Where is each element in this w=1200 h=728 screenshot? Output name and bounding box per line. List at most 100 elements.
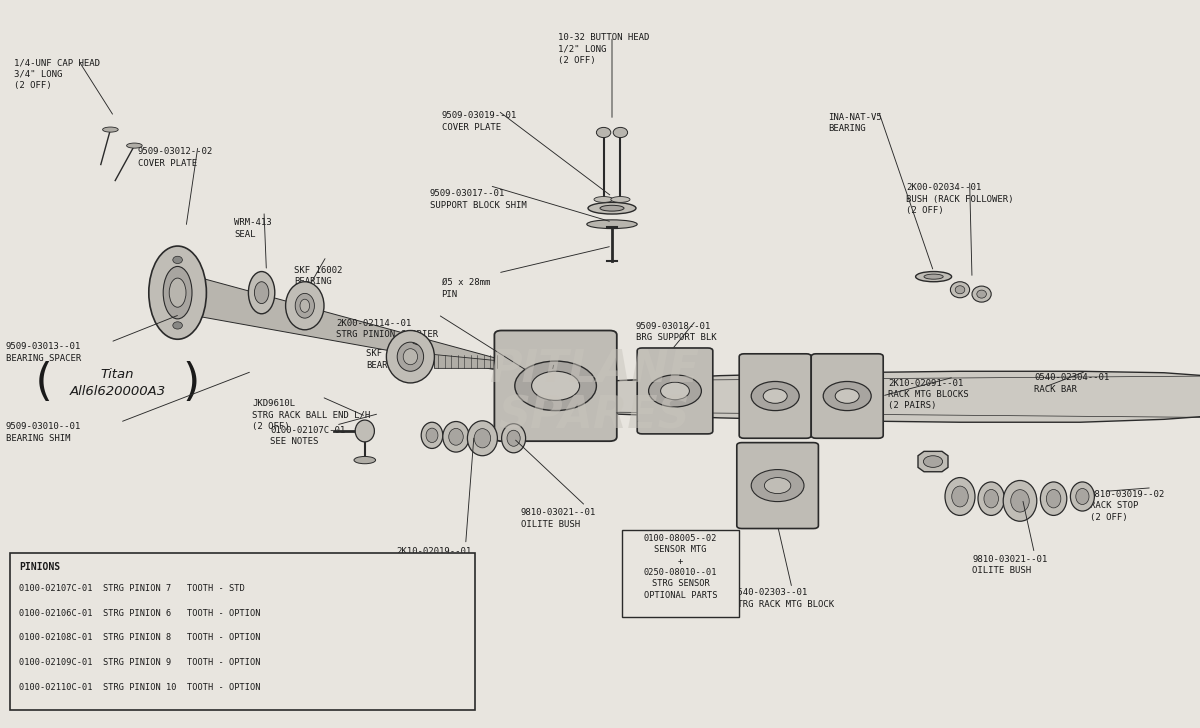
- Ellipse shape: [587, 220, 637, 229]
- Circle shape: [835, 389, 859, 403]
- Text: 9810-03021--01
OILITE BUSH: 9810-03021--01 OILITE BUSH: [521, 508, 596, 529]
- Ellipse shape: [594, 197, 613, 202]
- Ellipse shape: [600, 205, 624, 211]
- Circle shape: [661, 382, 690, 400]
- Text: 0540-02303--01
STRG RACK MTG BLOCK: 0540-02303--01 STRG RACK MTG BLOCK: [732, 588, 834, 609]
- Ellipse shape: [1076, 488, 1090, 505]
- Text: 0100-02106C-01  STRG PINION 6   TOOTH - OPTION: 0100-02106C-01 STRG PINION 6 TOOTH - OPT…: [19, 609, 260, 617]
- Text: SKF 16002
BEARING: SKF 16002 BEARING: [294, 266, 342, 286]
- Ellipse shape: [916, 272, 952, 282]
- Ellipse shape: [173, 256, 182, 264]
- Ellipse shape: [984, 489, 998, 508]
- Ellipse shape: [611, 197, 630, 202]
- Polygon shape: [434, 355, 502, 368]
- Ellipse shape: [950, 282, 970, 298]
- Ellipse shape: [127, 143, 143, 149]
- Text: 9810-03019--02
RACK STOP
(2 OFF): 9810-03019--02 RACK STOP (2 OFF): [1090, 490, 1165, 522]
- Ellipse shape: [295, 293, 314, 318]
- Ellipse shape: [386, 331, 434, 383]
- Text: 2K00-02114--01
STRG PINION CARRIER: 2K00-02114--01 STRG PINION CARRIER: [336, 319, 438, 339]
- Text: PITLANE
SPARES: PITLANE SPARES: [490, 349, 698, 438]
- Text: ): ): [179, 361, 205, 405]
- Circle shape: [515, 361, 596, 411]
- Text: Ø5 x 28mm
PIN: Ø5 x 28mm PIN: [442, 278, 490, 298]
- Ellipse shape: [254, 282, 269, 304]
- Ellipse shape: [443, 422, 469, 452]
- FancyBboxPatch shape: [10, 553, 475, 710]
- Circle shape: [763, 389, 787, 403]
- Text: 9810-03021--01
OILITE BUSH: 9810-03021--01 OILITE BUSH: [972, 555, 1048, 575]
- Circle shape: [764, 478, 791, 494]
- Circle shape: [751, 381, 799, 411]
- Ellipse shape: [421, 422, 443, 448]
- FancyBboxPatch shape: [622, 530, 739, 617]
- Ellipse shape: [403, 349, 418, 365]
- Text: 9509-03017--01
SUPPORT BLOCK SHIM: 9509-03017--01 SUPPORT BLOCK SHIM: [430, 189, 527, 210]
- Text: 0100-02107C-01  STRG PINION 7   TOOTH - STD: 0100-02107C-01 STRG PINION 7 TOOTH - STD: [19, 584, 245, 593]
- Text: 0100-02109C-01  STRG PINION 9   TOOTH - OPTION: 0100-02109C-01 STRG PINION 9 TOOTH - OPT…: [19, 658, 260, 667]
- FancyBboxPatch shape: [737, 443, 818, 529]
- FancyBboxPatch shape: [739, 354, 811, 438]
- Text: INA-NAT-V5
BEARING: INA-NAT-V5 BEARING: [828, 113, 882, 133]
- Text: 2K10-02090B-01
STRG RACK HSG: 2K10-02090B-01 STRG RACK HSG: [498, 364, 574, 384]
- Ellipse shape: [1070, 482, 1094, 511]
- Text: JKD9610L
STRG RACK BALL END L/H
(2 OFF): JKD9610L STRG RACK BALL END L/H (2 OFF): [252, 399, 371, 431]
- Text: 2K10-02019--01
RACK STOP
(4 OFF): 2K10-02019--01 RACK STOP (4 OFF): [396, 547, 472, 579]
- Ellipse shape: [977, 290, 986, 298]
- Text: 2K00-02034--01
BUSH (RACK FOLLOWER)
(2 OFF): 2K00-02034--01 BUSH (RACK FOLLOWER) (2 O…: [906, 183, 1014, 215]
- Text: 1/4-UNF CAP HEAD
3/4" LONG
(2 OFF): 1/4-UNF CAP HEAD 3/4" LONG (2 OFF): [14, 58, 101, 90]
- Ellipse shape: [474, 429, 491, 448]
- Text: Titan: Titan: [101, 368, 134, 381]
- Polygon shape: [180, 272, 504, 371]
- Ellipse shape: [169, 278, 186, 307]
- Text: WRM-413
SEAL: WRM-413 SEAL: [234, 218, 271, 239]
- Text: 9509-03019--01
COVER PLATE: 9509-03019--01 COVER PLATE: [442, 111, 517, 132]
- Text: 9509-03010--01
BEARING SHIM: 9509-03010--01 BEARING SHIM: [6, 422, 82, 443]
- FancyBboxPatch shape: [811, 354, 883, 438]
- Circle shape: [924, 456, 943, 467]
- Text: 2K10-02091--01
RACK MTG BLOCKS
(2 PAIRS): 2K10-02091--01 RACK MTG BLOCKS (2 PAIRS): [888, 379, 968, 411]
- Ellipse shape: [163, 266, 192, 319]
- Ellipse shape: [286, 282, 324, 330]
- Ellipse shape: [149, 246, 206, 339]
- Ellipse shape: [426, 428, 438, 443]
- Ellipse shape: [978, 482, 1004, 515]
- Ellipse shape: [946, 478, 974, 515]
- Ellipse shape: [248, 272, 275, 314]
- Text: 9509-03018--01
BRG SUPPORT BLK: 9509-03018--01 BRG SUPPORT BLK: [636, 322, 716, 342]
- Ellipse shape: [952, 486, 968, 507]
- Ellipse shape: [468, 421, 498, 456]
- Ellipse shape: [613, 127, 628, 138]
- Ellipse shape: [1040, 482, 1067, 515]
- Text: All6l620000A3: All6l620000A3: [70, 385, 166, 398]
- Circle shape: [532, 371, 580, 400]
- Circle shape: [649, 375, 702, 407]
- Text: SKF 16002
BEARING: SKF 16002 BEARING: [366, 349, 414, 370]
- FancyBboxPatch shape: [494, 331, 617, 441]
- Text: 10-32 BUTTON HEAD
1/2" LONG
(2 OFF): 10-32 BUTTON HEAD 1/2" LONG (2 OFF): [558, 33, 649, 65]
- Polygon shape: [918, 451, 948, 472]
- Ellipse shape: [955, 285, 965, 293]
- Text: 0100-02110C-01  STRG PINION 10  TOOTH - OPTION: 0100-02110C-01 STRG PINION 10 TOOTH - OP…: [19, 683, 260, 692]
- Polygon shape: [554, 371, 1200, 422]
- Text: 0100-02107C-01
SEE NOTES: 0100-02107C-01 SEE NOTES: [270, 426, 346, 446]
- FancyBboxPatch shape: [637, 348, 713, 434]
- Ellipse shape: [1003, 480, 1037, 521]
- Ellipse shape: [173, 322, 182, 329]
- Ellipse shape: [1046, 489, 1061, 508]
- Text: 9509-03012--02
COVER PLATE: 9509-03012--02 COVER PLATE: [138, 147, 214, 167]
- Ellipse shape: [354, 456, 376, 464]
- Text: 0100-08005--02
SENSOR MTG
+
0250-08010--01
STRG SENSOR
OPTIONAL PARTS: 0100-08005--02 SENSOR MTG + 0250-08010--…: [643, 534, 718, 600]
- Text: PINIONS: PINIONS: [19, 562, 60, 572]
- Ellipse shape: [596, 127, 611, 138]
- Ellipse shape: [588, 202, 636, 214]
- Ellipse shape: [972, 286, 991, 302]
- Ellipse shape: [355, 420, 374, 442]
- Ellipse shape: [1010, 490, 1030, 512]
- Text: 0100-02108C-01  STRG PINION 8   TOOTH - OPTION: 0100-02108C-01 STRG PINION 8 TOOTH - OPT…: [19, 633, 260, 642]
- Ellipse shape: [103, 127, 118, 132]
- Text: 9509-03013--01
BEARING SPACER: 9509-03013--01 BEARING SPACER: [6, 342, 82, 363]
- Ellipse shape: [397, 342, 424, 371]
- Ellipse shape: [300, 299, 310, 312]
- Circle shape: [823, 381, 871, 411]
